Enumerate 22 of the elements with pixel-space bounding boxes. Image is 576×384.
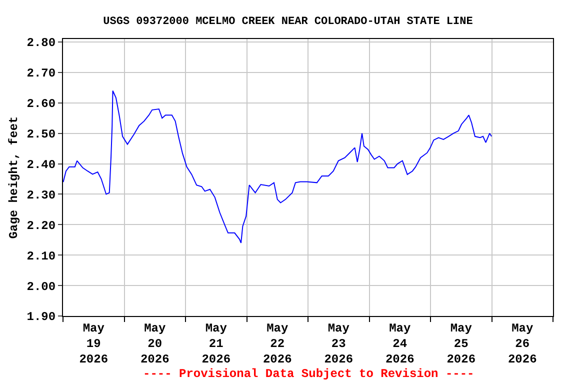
y-tick-label: 2.60 [26, 97, 56, 112]
y-tick-label: 2.70 [26, 66, 56, 81]
x-tick-label: May 19 2026 [79, 321, 108, 367]
y-tick-label: 2.00 [26, 280, 56, 294]
y-tick-label: 2.40 [26, 158, 56, 172]
y-tick-label: 2.50 [26, 128, 56, 142]
x-tick-label: May 24 2026 [385, 321, 414, 367]
line-series [63, 90, 492, 244]
text: ---- Provisional Data Subject to Revision ---- [143, 367, 474, 381]
x-tick-label: May 23 2026 [324, 321, 354, 367]
y-axis-title: Gage height, feet [7, 116, 22, 239]
y-tick-label: 2.80 [26, 36, 56, 50]
y-tick-label: 2.10 [26, 249, 56, 264]
x-tick-label: May 21 2026 [202, 321, 231, 367]
chart-title: USGS 09372000 MCELMO CREEK NEAR COLORADO-UTAH STATE LINE [103, 16, 474, 28]
y-tick-label: 1.90 [26, 310, 56, 324]
x-tick-label: May 25 2026 [446, 321, 476, 367]
x-tick-label: May 22 2026 [262, 321, 292, 367]
y-tick-label: 2.30 [26, 188, 56, 202]
x-tick-label: May 26 2026 [508, 321, 537, 367]
y-tick-label: 2.20 [26, 218, 56, 233]
x-tick-label: May 20 2026 [140, 321, 170, 367]
